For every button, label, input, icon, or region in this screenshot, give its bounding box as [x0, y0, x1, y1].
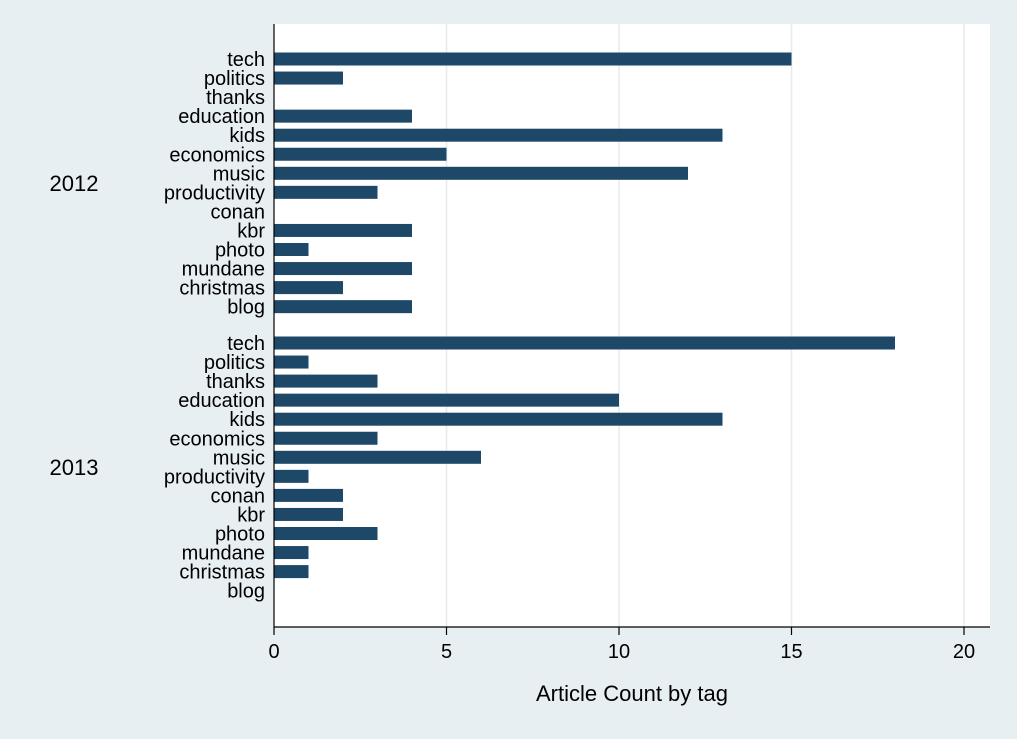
bars	[274, 52, 895, 579]
category-label: politics	[204, 68, 265, 90]
group-label: 2012	[50, 171, 99, 196]
x-tick-label: 15	[780, 641, 802, 663]
x-tick-label: 10	[608, 641, 630, 663]
category-label: productivity	[164, 182, 265, 204]
x-tick-label: 0	[268, 641, 279, 663]
group-label: 2013	[50, 455, 99, 480]
bar	[274, 450, 481, 464]
bar	[274, 243, 309, 256]
category-label: kbr	[237, 220, 265, 242]
category-label: education	[178, 106, 265, 128]
category-label: politics	[204, 352, 265, 374]
category-label: mundane	[182, 543, 265, 565]
gridlines	[445, 24, 965, 627]
category-label: kbr	[237, 504, 265, 526]
category-labels: techpoliticsthankseducationkidseconomics…	[164, 49, 265, 603]
bar	[274, 262, 412, 276]
bar	[274, 393, 619, 407]
category-label: economics	[169, 428, 265, 450]
bar	[274, 336, 895, 350]
bar	[274, 147, 447, 161]
x-tick-label: 5	[441, 641, 452, 663]
bar	[274, 281, 343, 295]
bar	[274, 546, 309, 560]
category-label: education	[178, 390, 265, 412]
category-label: kids	[229, 409, 265, 431]
category-label: christmas	[179, 562, 265, 584]
x-tick-label: 20	[953, 641, 975, 663]
category-label: blog	[227, 581, 265, 603]
category-label: christmas	[179, 278, 265, 300]
category-label: tech	[227, 333, 265, 355]
category-label: music	[213, 163, 265, 185]
category-label: economics	[169, 144, 265, 166]
bar	[274, 488, 343, 502]
bar	[274, 355, 309, 369]
bar	[274, 223, 412, 237]
category-label: photo	[215, 524, 265, 546]
category-label: blog	[227, 297, 265, 319]
category-label: productivity	[164, 466, 265, 488]
bar	[274, 431, 378, 445]
category-label: photo	[215, 240, 265, 262]
plot-area	[274, 24, 990, 627]
bar	[274, 71, 343, 85]
bar	[274, 300, 412, 314]
bar	[274, 185, 378, 199]
bar	[274, 527, 378, 540]
category-label: conan	[211, 201, 266, 223]
bar	[274, 109, 412, 123]
bar	[274, 565, 309, 579]
bar	[274, 507, 343, 521]
category-label: conan	[211, 485, 266, 507]
category-label: mundane	[182, 259, 265, 281]
group-labels: 2012 2013	[50, 171, 99, 480]
bar	[274, 374, 378, 388]
bar	[274, 412, 723, 426]
bar	[274, 128, 723, 142]
bar	[274, 469, 309, 483]
bar	[274, 52, 792, 66]
x-axis-title: Article Count by tag	[536, 681, 728, 706]
category-label: music	[213, 447, 265, 469]
x-axis-ticks: 0 5 10 15 20	[268, 627, 975, 663]
category-label: thanks	[206, 371, 265, 393]
bar	[274, 166, 688, 180]
category-label: kids	[229, 125, 265, 147]
category-label: tech	[227, 49, 265, 71]
category-label: thanks	[206, 87, 265, 109]
